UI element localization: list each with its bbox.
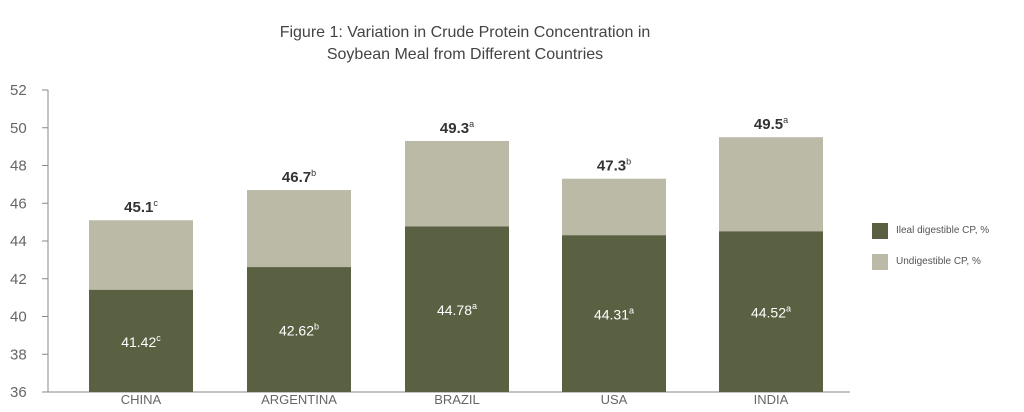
y-tick-label-40: 40 xyxy=(10,309,27,326)
x-tick-label-usa: USA xyxy=(601,392,628,407)
bar-undigestible-argentina xyxy=(247,190,351,268)
x-tick-label-brazil: BRAZIL xyxy=(434,392,480,407)
total-label-superscript-brazil: a xyxy=(469,119,474,129)
legend-label-ileal: Ileal digestible CP, % xyxy=(896,225,990,237)
data-label-ileal-argentina: 42.62b xyxy=(279,322,319,339)
total-label-superscript-china: c xyxy=(153,198,158,208)
y-tick-label-50: 50 xyxy=(10,120,27,137)
data-label-ileal-india: 44.52a xyxy=(751,304,791,321)
x-tick-label-china: CHINA xyxy=(121,392,162,407)
total-label-usa: 47.3b xyxy=(597,157,631,175)
total-label-brazil: 49.3a xyxy=(440,119,474,137)
data-label-superscript-usa: a xyxy=(629,306,634,316)
legend-swatch-undigestible xyxy=(872,253,888,270)
y-tick-label-44: 44 xyxy=(10,233,27,250)
y-tick-label-46: 46 xyxy=(10,195,27,212)
x-tick-label-india: INDIA xyxy=(754,392,789,407)
legend-item-undigestible: Undigestible CP, % xyxy=(872,253,981,271)
chart-bars xyxy=(89,137,823,392)
bar-undigestible-usa xyxy=(562,178,666,236)
bar-ileal-argentina xyxy=(247,267,351,392)
legend-swatch-ileal xyxy=(872,222,888,239)
y-tick-label-38: 38 xyxy=(10,346,27,363)
chart-title-line-1: Figure 1: Variation in Crude Protein Con… xyxy=(279,24,651,41)
total-label-superscript-india: a xyxy=(783,115,788,125)
chart-title: Figure 1: Variation in Crude Protein Con… xyxy=(0,22,930,66)
chart-title-line-2: Soybean Meal from Different Countries xyxy=(326,46,604,63)
data-label-ileal-brazil: 44.78a xyxy=(437,301,477,318)
bar-ileal-usa xyxy=(562,235,666,392)
legend-item-ileal: Ileal digestible CP, % xyxy=(872,222,989,240)
total-label-china: 45.1c xyxy=(124,198,158,216)
total-label-superscript-usa: b xyxy=(626,157,631,167)
y-tick-label-36: 36 xyxy=(10,384,27,401)
total-label-argentina: 46.7b xyxy=(282,168,316,186)
y-tick-label-48: 48 xyxy=(10,158,27,175)
x-tick-label-argentina: ARGENTINA xyxy=(261,392,337,407)
total-label-india: 49.5a xyxy=(754,115,788,133)
data-label-ileal-china: 41.42c xyxy=(121,333,161,350)
chart-labels: 41.42c 45.1c CHINA 42.62b 46.7b ARGENTINA 44.7… xyxy=(121,115,791,407)
y-tick-label-52: 52 xyxy=(10,82,27,99)
data-label-superscript-china: c xyxy=(156,333,161,343)
bar-ileal-brazil xyxy=(405,226,509,392)
bar-undigestible-brazil xyxy=(405,140,509,227)
total-label-superscript-argentina: b xyxy=(311,168,316,178)
bar-ileal-india xyxy=(719,231,823,392)
data-label-superscript-brazil: a xyxy=(472,301,477,311)
bar-undigestible-india xyxy=(719,137,823,232)
data-label-ileal-usa: 44.31a xyxy=(594,306,634,323)
legend-label-undigestible: Undigestible CP, % xyxy=(896,256,981,268)
data-label-superscript-india: a xyxy=(786,304,791,314)
data-label-superscript-argentina: b xyxy=(314,322,319,332)
bar-undigestible-china xyxy=(89,220,193,290)
y-tick-label-42: 42 xyxy=(10,271,27,288)
bar-ileal-china xyxy=(89,289,193,392)
